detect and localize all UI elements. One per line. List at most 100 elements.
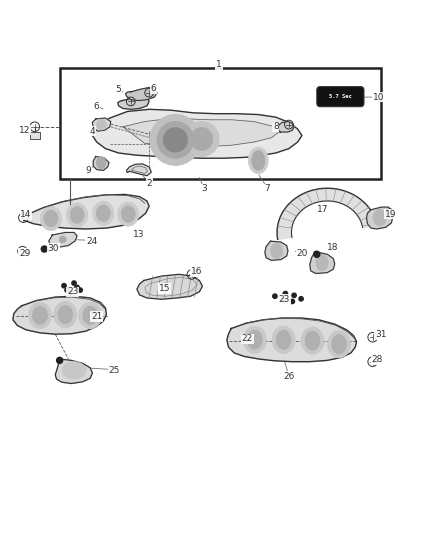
Text: 23: 23: [279, 295, 290, 304]
Text: 5: 5: [116, 85, 121, 94]
Text: 28: 28: [372, 356, 383, 365]
Text: 12: 12: [19, 126, 30, 135]
Polygon shape: [118, 96, 149, 109]
Polygon shape: [137, 274, 202, 299]
Polygon shape: [55, 359, 92, 384]
Text: 17: 17: [317, 205, 328, 214]
Ellipse shape: [305, 331, 320, 350]
Polygon shape: [227, 318, 357, 362]
Ellipse shape: [121, 206, 135, 222]
Text: 18: 18: [327, 243, 338, 252]
Ellipse shape: [58, 305, 73, 324]
Circle shape: [75, 285, 79, 289]
Ellipse shape: [83, 306, 98, 325]
Ellipse shape: [332, 335, 346, 354]
Circle shape: [282, 297, 286, 302]
Circle shape: [150, 115, 201, 165]
Ellipse shape: [93, 201, 114, 225]
Circle shape: [157, 122, 194, 158]
Text: 3: 3: [201, 184, 207, 193]
Ellipse shape: [79, 302, 102, 328]
Circle shape: [299, 297, 303, 301]
Ellipse shape: [328, 330, 350, 358]
Polygon shape: [92, 118, 111, 131]
Circle shape: [72, 281, 76, 285]
Ellipse shape: [97, 119, 106, 130]
Text: 19: 19: [385, 209, 396, 219]
Circle shape: [57, 357, 63, 364]
Ellipse shape: [67, 203, 88, 227]
Ellipse shape: [44, 210, 58, 227]
Polygon shape: [126, 87, 157, 101]
Circle shape: [41, 246, 47, 252]
Text: 21: 21: [91, 312, 102, 321]
Text: 16: 16: [191, 267, 202, 276]
Circle shape: [290, 299, 294, 304]
Circle shape: [283, 292, 288, 296]
Ellipse shape: [301, 327, 324, 354]
Text: 13: 13: [132, 230, 144, 239]
Ellipse shape: [373, 209, 386, 226]
Ellipse shape: [32, 306, 47, 325]
Ellipse shape: [316, 254, 328, 271]
Text: 30: 30: [47, 244, 59, 253]
Ellipse shape: [248, 147, 268, 174]
Text: 8: 8: [273, 122, 279, 131]
Circle shape: [59, 236, 66, 243]
Text: 26: 26: [283, 372, 294, 381]
Polygon shape: [265, 241, 288, 261]
Circle shape: [190, 128, 213, 150]
Ellipse shape: [247, 330, 262, 350]
Ellipse shape: [252, 151, 265, 170]
Ellipse shape: [272, 326, 295, 353]
Ellipse shape: [54, 302, 77, 328]
Bar: [60, 68, 381, 179]
Text: 14: 14: [20, 211, 32, 220]
Polygon shape: [93, 157, 109, 171]
Text: 9: 9: [85, 166, 91, 175]
Circle shape: [184, 122, 219, 157]
Circle shape: [273, 294, 277, 298]
Ellipse shape: [28, 302, 51, 328]
Polygon shape: [21, 195, 149, 229]
Text: 15: 15: [159, 284, 170, 293]
Ellipse shape: [271, 243, 283, 259]
Bar: [30, 132, 40, 139]
Ellipse shape: [62, 362, 86, 379]
Circle shape: [68, 290, 73, 295]
Ellipse shape: [70, 207, 84, 223]
Text: 24: 24: [86, 237, 97, 246]
Polygon shape: [92, 109, 302, 158]
Polygon shape: [278, 122, 294, 132]
Polygon shape: [127, 164, 151, 176]
Ellipse shape: [96, 157, 106, 169]
Circle shape: [163, 128, 187, 152]
Circle shape: [314, 251, 320, 257]
Circle shape: [65, 288, 69, 292]
Text: 5.7 Sec: 5.7 Sec: [329, 94, 352, 99]
Circle shape: [62, 284, 66, 288]
Ellipse shape: [40, 206, 61, 230]
Text: 7: 7: [264, 184, 270, 193]
Polygon shape: [123, 119, 280, 147]
Text: 20: 20: [296, 249, 307, 258]
Text: 2: 2: [146, 179, 152, 188]
Polygon shape: [367, 207, 393, 229]
Text: 10: 10: [373, 93, 384, 102]
Text: 22: 22: [242, 335, 253, 343]
Circle shape: [78, 288, 82, 292]
Text: 23: 23: [67, 287, 78, 296]
Polygon shape: [310, 252, 335, 273]
Text: 25: 25: [109, 366, 120, 375]
Polygon shape: [49, 232, 77, 247]
Text: 1: 1: [216, 60, 222, 69]
Text: 6: 6: [94, 102, 99, 111]
Ellipse shape: [118, 202, 139, 226]
Ellipse shape: [96, 205, 110, 222]
Text: 6: 6: [151, 84, 156, 93]
FancyBboxPatch shape: [317, 87, 364, 107]
Polygon shape: [13, 296, 106, 334]
Circle shape: [292, 293, 296, 297]
Polygon shape: [277, 188, 377, 239]
Text: 29: 29: [19, 249, 30, 258]
